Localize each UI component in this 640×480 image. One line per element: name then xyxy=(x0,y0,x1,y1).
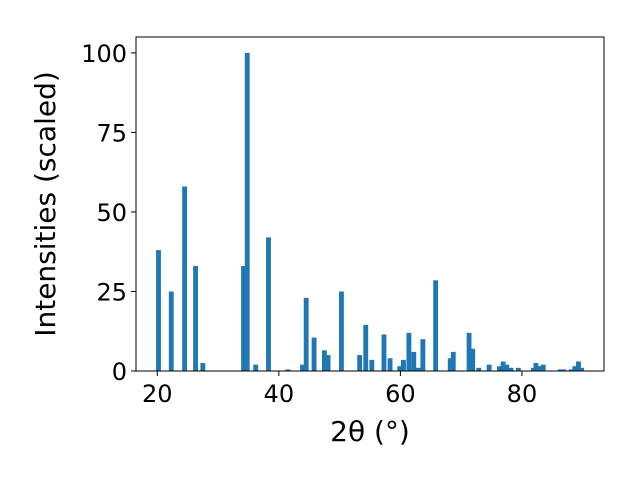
bar xyxy=(200,363,206,371)
x-tick-label: 20 xyxy=(142,380,173,408)
bar xyxy=(447,358,453,371)
y-axis-label: Intensities (scaled) xyxy=(29,71,62,337)
bar xyxy=(557,369,563,371)
bar xyxy=(504,364,510,371)
bar xyxy=(433,280,439,371)
x-tick-label: 40 xyxy=(264,380,295,408)
bar xyxy=(401,359,406,371)
bar xyxy=(303,297,309,371)
bar xyxy=(561,369,567,371)
bar xyxy=(420,339,426,371)
bar xyxy=(168,291,174,371)
bar xyxy=(500,361,506,371)
y-tick-label: 0 xyxy=(112,358,127,386)
bar xyxy=(579,367,584,371)
y-axis-ticks: 0 25 50 75 100 xyxy=(81,40,136,386)
bar xyxy=(357,355,363,371)
bar xyxy=(387,358,393,371)
bar xyxy=(397,366,403,371)
bar xyxy=(450,351,456,371)
y-tick-label: 100 xyxy=(81,40,127,68)
x-tick-label: 80 xyxy=(507,380,538,408)
y-tick-label: 50 xyxy=(96,199,127,227)
bar xyxy=(321,350,327,371)
bar xyxy=(381,334,387,371)
bar xyxy=(540,364,546,371)
bar xyxy=(193,266,198,371)
bar xyxy=(497,366,502,371)
bar xyxy=(531,367,536,371)
bar xyxy=(285,369,291,371)
bar xyxy=(515,367,521,371)
bar xyxy=(241,266,247,371)
bar xyxy=(476,367,482,371)
bar xyxy=(253,364,259,371)
x-tick-label: 60 xyxy=(385,380,416,408)
y-tick-label: 75 xyxy=(96,119,127,147)
bar xyxy=(363,324,369,371)
bar xyxy=(156,250,161,371)
bar xyxy=(486,364,492,371)
bar xyxy=(325,355,331,371)
bar xyxy=(415,367,421,371)
bar xyxy=(406,332,412,371)
bar xyxy=(182,186,188,371)
bar xyxy=(266,237,271,371)
x-axis-label: 2θ (°) xyxy=(330,415,410,448)
bar xyxy=(568,369,574,371)
x-axis-ticks: 20 40 60 80 xyxy=(142,371,537,408)
bar xyxy=(300,364,305,371)
bars-group xyxy=(156,52,584,372)
bar xyxy=(537,366,542,371)
bar xyxy=(470,348,476,371)
bar xyxy=(533,363,539,371)
bar xyxy=(311,337,317,371)
plot-frame xyxy=(135,36,605,372)
bar xyxy=(369,359,375,371)
bar xyxy=(572,366,578,371)
y-tick-label: 25 xyxy=(96,278,127,306)
bar xyxy=(339,291,344,371)
bar xyxy=(576,361,581,371)
bar xyxy=(411,351,417,371)
bar xyxy=(244,52,250,372)
bar xyxy=(508,367,514,371)
bar xyxy=(466,332,472,371)
